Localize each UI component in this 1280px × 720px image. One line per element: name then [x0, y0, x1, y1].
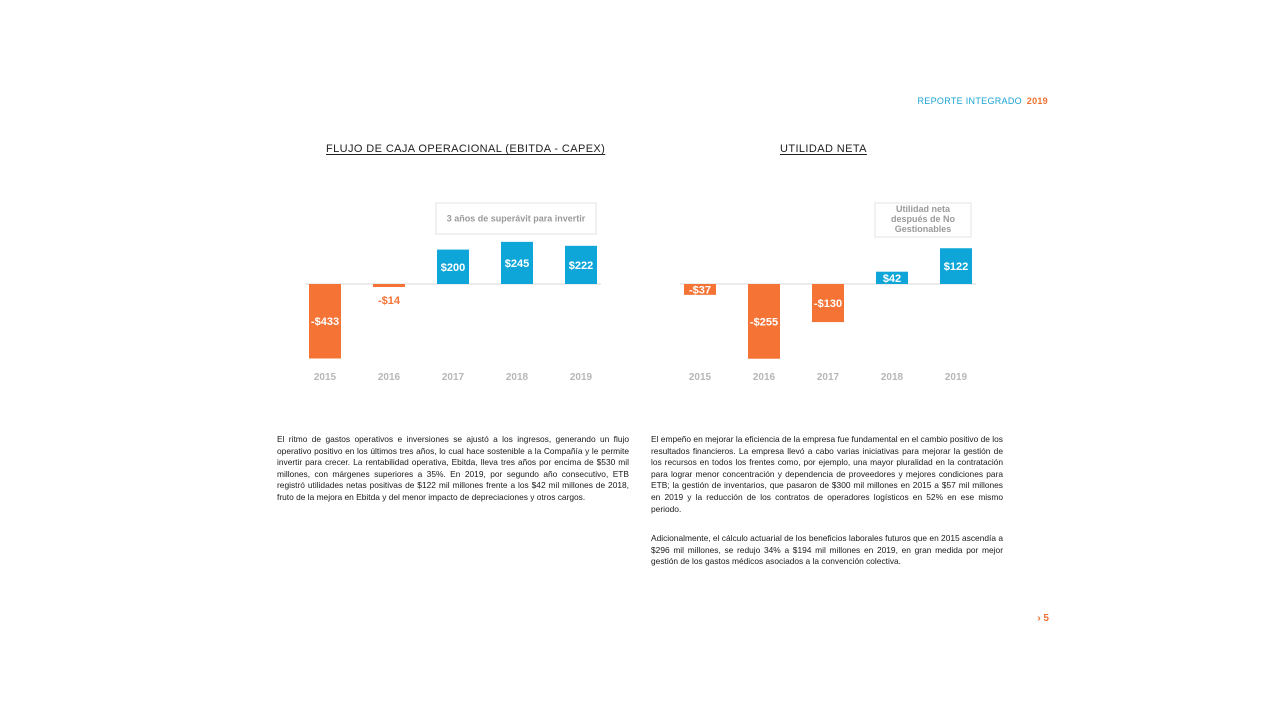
page-number: › 5	[1037, 613, 1049, 624]
chart-title-net-income: UTILIDAD NETA	[780, 143, 867, 155]
brand-text: REPORTE INTEGRADO	[917, 96, 1022, 106]
year-label-2018: 2018	[506, 372, 529, 383]
left-paragraph: El ritmo de gastos operativos e inversio…	[277, 434, 629, 502]
year-label-2019: 2019	[945, 372, 968, 383]
right-paragraph-1: El empeño en mejorar la eficiencia de la…	[651, 434, 1003, 514]
right-paragraph-2: Adicionalmente, el cálculo actuarial de …	[651, 533, 1003, 567]
data-label-2016: -$14	[378, 295, 401, 307]
report-brand: REPORTE INTEGRADO 2019	[918, 96, 1049, 106]
year-label-2019: 2019	[570, 372, 593, 383]
chart-title-cash-flow: FLUJO DE CAJA OPERACIONAL (EBITDA - CAPE…	[326, 143, 606, 155]
bar-2018	[876, 271, 908, 284]
bar-2019	[565, 245, 597, 284]
data-label-2017: -$130	[814, 298, 842, 310]
year-label-2017: 2017	[442, 372, 465, 383]
annotation-box	[435, 202, 597, 235]
year-label-2016: 2016	[753, 372, 776, 383]
bar-2019	[940, 248, 972, 284]
year-label-2015: 2015	[689, 372, 712, 383]
annotation-line-2: Gestionables	[895, 224, 952, 234]
data-label-2019: $222	[569, 260, 593, 272]
data-label-2015: -$433	[311, 316, 339, 328]
annotation-text: 3 años de superávit para invertir	[447, 214, 586, 224]
bar-2015	[309, 284, 341, 359]
data-label-2018: $245	[505, 258, 529, 270]
year-label-2017: 2017	[817, 372, 840, 383]
year-label-2015: 2015	[314, 372, 337, 383]
brand-year: 2019	[1026, 96, 1048, 106]
data-label-2015: -$37	[689, 284, 711, 296]
annotation-box	[874, 202, 972, 238]
bar-2017	[437, 249, 469, 284]
bar-2015	[684, 284, 716, 295]
year-label-2018: 2018	[881, 372, 904, 383]
net-income-chart: -$37 2015 -$255 2016 -$130 2017 $42 2018 $122 201…	[680, 202, 976, 383]
bar-2016	[748, 284, 780, 359]
annotation-line-1: después de No	[891, 214, 956, 224]
data-label-2018: $42	[883, 273, 901, 285]
data-label-2017: $200	[441, 262, 465, 274]
bar-2018	[501, 241, 533, 284]
bar-2017	[812, 284, 844, 323]
cash-flow-chart: -$433 2015 -$14 2016 $200 2017 $245 2018 $222 201…	[305, 202, 601, 383]
bar-2016	[373, 284, 405, 287]
data-label-2016: -$255	[750, 316, 778, 328]
year-label-2016: 2016	[378, 372, 401, 383]
annotation-line-0: Utilidad neta	[896, 204, 951, 214]
data-label-2019: $122	[944, 261, 968, 273]
